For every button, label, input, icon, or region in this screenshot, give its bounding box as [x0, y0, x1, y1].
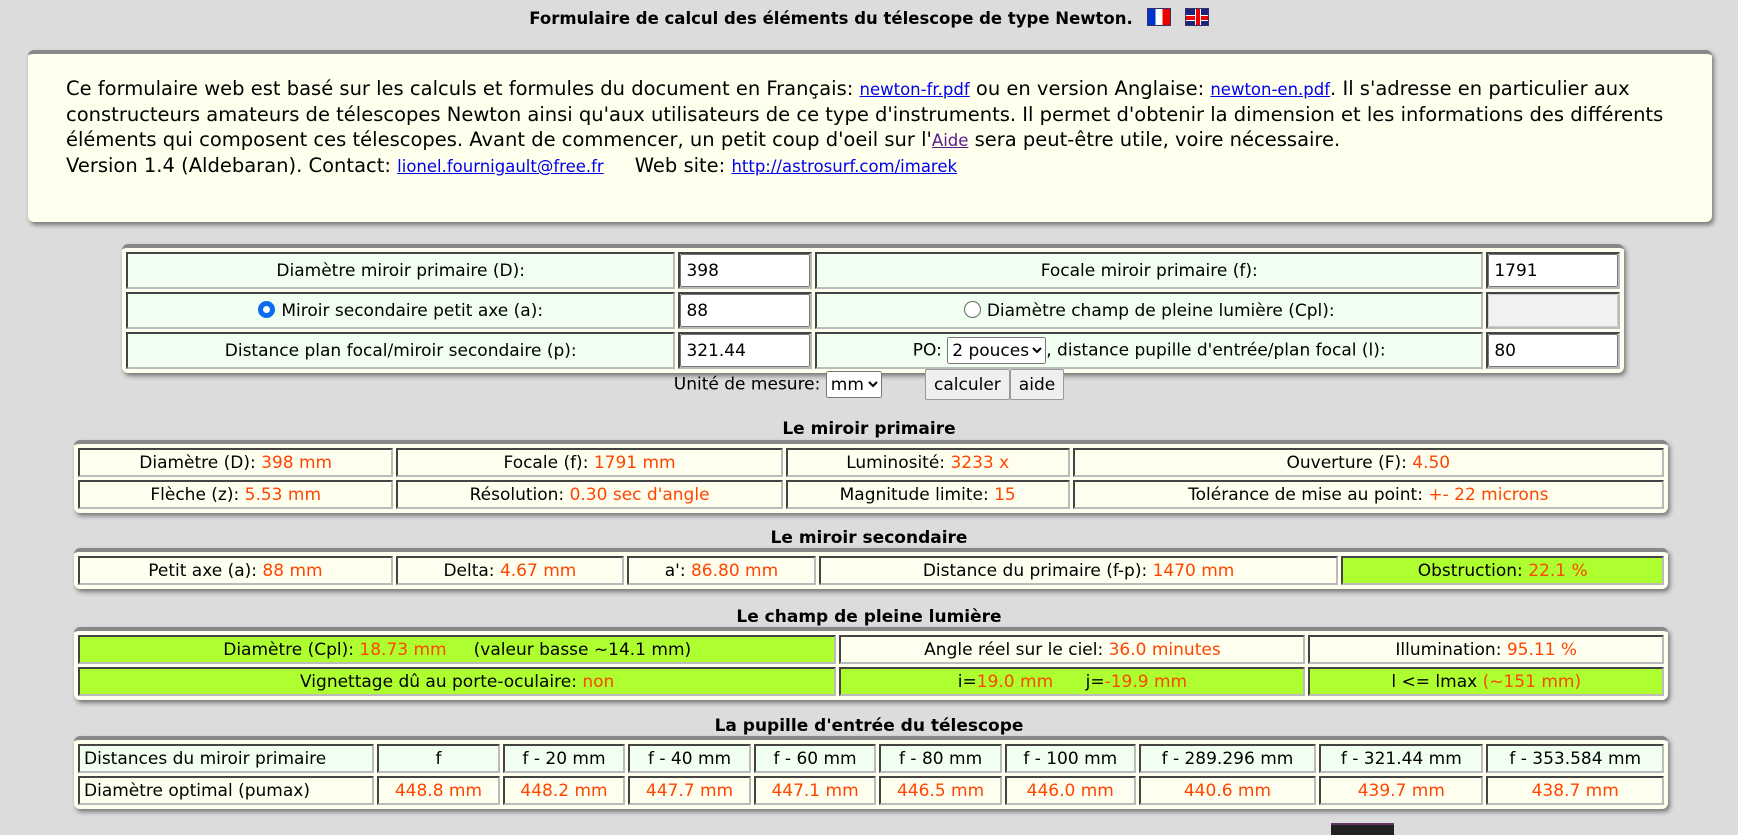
radio-cpl[interactable] [963, 300, 981, 318]
table-cell: f [377, 744, 500, 773]
table-cell: 440.6 mm [1138, 776, 1317, 805]
table-cell: f - 20 mm [502, 744, 626, 773]
table-cell: 448.2 mm [502, 776, 626, 805]
po-select[interactable]: 2 pouces [947, 337, 1047, 364]
unit-select[interactable]: mm [825, 371, 882, 398]
f-label: Focale miroir primaire (f): [815, 252, 1484, 289]
field-table: Diamètre (Cpl): 18.73 mm (valeur basse ~… [74, 627, 1668, 700]
link-aide[interactable]: Aide [931, 131, 969, 150]
counter-badge-icon [1331, 823, 1394, 835]
link-newton-en[interactable]: newton-en.pdf [1210, 80, 1331, 99]
section-title-secondary: Le miroir secondaire [770, 528, 968, 548]
table-row: Flèche (z): 5.53 mm Résolution: 0.30 sec … [78, 480, 1664, 509]
p-input[interactable] [680, 334, 811, 367]
d-input[interactable] [680, 254, 811, 287]
table-cell: f - 40 mm [628, 744, 751, 773]
table-row: Diamètre optimal (pumax) 448.8 mm 448.2 mm… [78, 776, 1664, 805]
f-input[interactable] [1488, 254, 1618, 287]
cpl-input [1488, 294, 1618, 327]
flag-uk-icon[interactable] [1184, 8, 1209, 26]
link-email[interactable]: lionel.fournigault@free.fr [397, 157, 604, 176]
page-title: Formulaire de calcul des éléments du tél… [0, 8, 1738, 28]
cpl-option[interactable]: Diamètre champ de pleine lumière (Cpl): [815, 292, 1484, 329]
d-label: Diamètre miroir primaire (D): [126, 252, 676, 289]
table-row: Petit axe (a): 88 mm Delta: 4.67 mm a': 86… [78, 556, 1664, 585]
intro-box: Ce formulaire web est basé sur les calcu… [28, 50, 1712, 222]
table-row: Diamètre (D): 398 mm Focale (f): 1791 mm L… [78, 448, 1664, 477]
pupil-table: Distances du miroir primaire f f - 20 mm f … [74, 736, 1668, 809]
table-cell: 446.5 mm [879, 776, 1002, 805]
table-cell: 446.0 mm [1004, 776, 1136, 805]
table-cell: 447.1 mm [753, 776, 877, 805]
radio-a[interactable] [258, 300, 276, 318]
table-cell: 439.7 mm [1319, 776, 1484, 805]
row-label: Distances du miroir primaire [78, 744, 375, 773]
input-form: Diamètre miroir primaire (D): Focale miro… [122, 244, 1624, 373]
help-button[interactable]: aide [1009, 369, 1065, 400]
flag-fr-icon[interactable] [1146, 8, 1171, 26]
a-option[interactable]: Miroir secondaire petit axe (a): [126, 292, 676, 329]
secondary-table: Petit axe (a): 88 mm Delta: 4.67 mm a': 86… [74, 548, 1668, 589]
table-cell: 438.7 mm [1486, 776, 1664, 805]
row-label: Diamètre optimal (pumax) [78, 776, 375, 805]
table-row: Vignettage dû au porte-oculaire: non i=19… [78, 667, 1664, 696]
section-title-primary: Le miroir primaire [782, 419, 956, 439]
primary-table: Diamètre (D): 398 mm Focale (f): 1791 mm L… [74, 440, 1668, 513]
table-cell: f - 60 mm [753, 744, 877, 773]
section-title-pupil: La pupille d'entrée du télescope [714, 716, 1024, 736]
a-input[interactable] [680, 294, 811, 327]
unit-row: Unité de mesure: mm calculer aide [0, 369, 1738, 400]
table-cell: 448.8 mm [377, 776, 500, 805]
table-row: Diamètre (Cpl): 18.73 mm (valeur basse ~… [78, 635, 1664, 664]
table-cell: f - 321.44 mm [1319, 744, 1484, 773]
link-newton-fr[interactable]: newton-fr.pdf [859, 80, 970, 99]
l-input[interactable] [1488, 334, 1618, 367]
p-label: Distance plan focal/miroir secondaire (p… [126, 332, 676, 369]
link-website[interactable]: http://astrosurf.com/imarek [731, 157, 958, 176]
table-row: Distances du miroir primaire f f - 20 mm f … [78, 744, 1664, 773]
table-cell: f - 353.584 mm [1486, 744, 1664, 773]
section-title-field: Le champ de pleine lumière [736, 607, 1002, 627]
table-cell: f - 80 mm [879, 744, 1002, 773]
calculate-button[interactable]: calculer [925, 369, 1010, 400]
table-cell: 447.7 mm [628, 776, 751, 805]
table-cell: f - 289.296 mm [1138, 744, 1317, 773]
table-cell: f - 100 mm [1004, 744, 1136, 773]
